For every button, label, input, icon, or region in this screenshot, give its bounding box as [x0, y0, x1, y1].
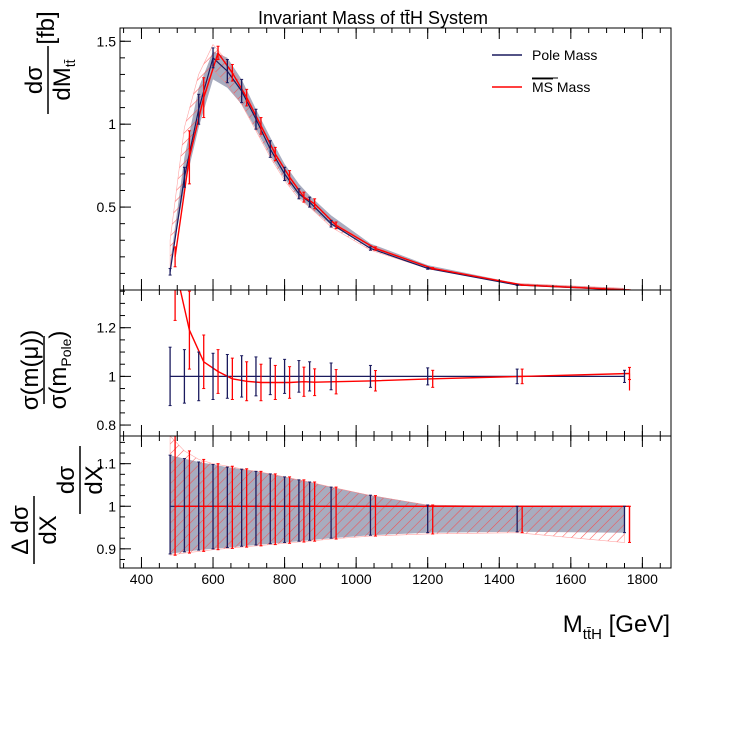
y-label-cross-section-num: dσ: [21, 66, 48, 94]
x-tick-label: 1400: [484, 571, 515, 587]
x-tick-label: 600: [201, 571, 225, 587]
x-tick-label: 400: [130, 571, 154, 587]
y-label-ratio: σ(m(μ)) σ(mPole): [17, 330, 74, 411]
x-tick-label: 1600: [555, 571, 586, 587]
x-tick-label: 1800: [627, 571, 658, 587]
panel-frame-relative-uncertainty: [119, 435, 672, 569]
y-tick-label: 1.1: [97, 456, 117, 472]
y-label-ratio-num: σ(m(μ)): [17, 330, 44, 411]
y-label-uncertainty-b-den: dX: [81, 465, 108, 494]
y-tick-label: 1: [108, 116, 116, 132]
legend-label: Pole Mass: [532, 47, 597, 63]
x-tick-label: 1200: [412, 571, 443, 587]
line-cross-section-ms-mass: [174, 51, 630, 290]
band-cross-section-pole-mass: [170, 51, 625, 290]
panel-frame-ratio: [119, 289, 672, 437]
y-label-uncertainty-a-den: dX: [35, 515, 62, 544]
line-cross-section-pole-mass: [169, 56, 625, 290]
y-tick-label: 0.5: [97, 199, 117, 215]
y-label-ratio-den: σ(mPole): [45, 331, 74, 410]
y-tick-label: 1.2: [97, 320, 117, 336]
y-tick-label: 1: [108, 498, 116, 514]
y-label-uncertainty-b-num: dσ: [53, 466, 80, 494]
y-label-cross-section: dσ dMtt̄: [21, 46, 78, 114]
y-label-uncertainty-a: Δ dσ dX: [7, 496, 62, 564]
y-tick-label: 0.8: [97, 417, 117, 433]
band-relative-uncertainty-ms-mass: [169, 436, 625, 556]
line-ratio-ms-mass: [179, 290, 630, 384]
y-label-uncertainty-b: dσ dX: [53, 446, 108, 514]
x-tick-label: 800: [273, 571, 297, 587]
y-label-uncertainty-a-num: Δ dσ: [7, 505, 34, 555]
y-label-cross-section-den: dMtt̄: [49, 59, 78, 100]
y-tick-label: 0.9: [97, 541, 117, 557]
x-tick-label: 1000: [341, 571, 372, 587]
y-tick-label: 1: [108, 368, 116, 384]
chart-title: Invariant Mass of tt̄H System: [258, 8, 488, 28]
x-axis-label: Mtt̄H [GeV]: [563, 611, 670, 643]
legend-label: MS Mass: [532, 79, 590, 95]
y-label-unit: [fb]: [33, 11, 60, 44]
y-tick-label: 1.5: [97, 33, 117, 49]
